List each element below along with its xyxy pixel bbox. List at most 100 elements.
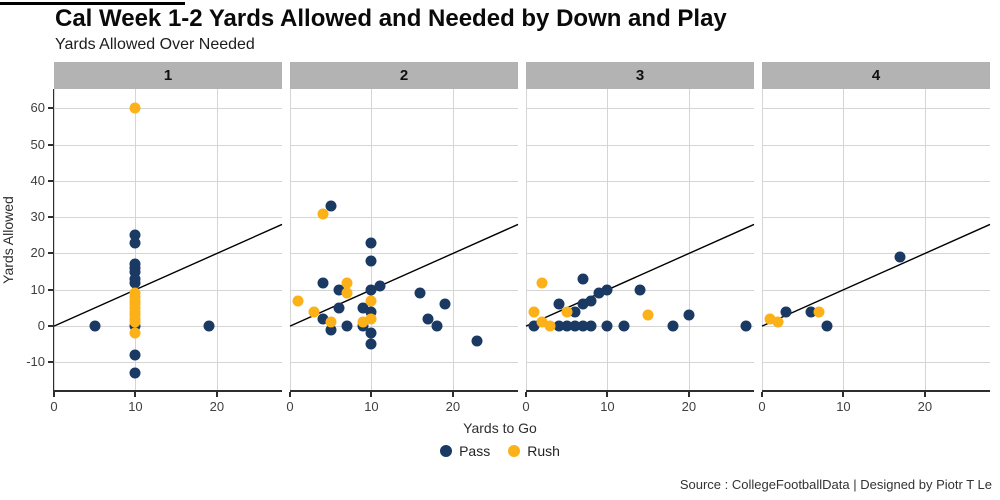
point-pass [593, 287, 605, 299]
facet-strip-label: 4 [871, 67, 881, 84]
point-pass [618, 320, 630, 332]
x-tick-label: 20 [681, 399, 697, 414]
point-pass [414, 287, 426, 299]
point-pass [585, 320, 597, 332]
point-pass [601, 284, 613, 296]
h-gridline [762, 144, 990, 146]
point-pass [129, 229, 141, 241]
y-tick-mark [48, 288, 54, 291]
point-rush [357, 316, 369, 328]
point-pass [431, 320, 443, 332]
facet-strip-label: 2 [399, 67, 409, 84]
h-gridline [526, 108, 754, 110]
h-gridline [54, 108, 282, 110]
x-tick-label: 20 [445, 399, 461, 414]
x-tick-label: 0 [50, 399, 58, 414]
v-gridline [526, 89, 527, 390]
h-gridline [762, 289, 990, 291]
h-gridline [54, 362, 282, 364]
x-tick-mark [451, 392, 454, 397]
legend-item-pass: Pass [440, 443, 490, 459]
point-pass [365, 255, 377, 267]
h-gridline [54, 180, 282, 182]
point-pass [365, 306, 377, 318]
v-gridline [607, 89, 609, 390]
point-rush [642, 309, 654, 321]
point-pass [683, 309, 695, 321]
point-rush [129, 102, 141, 114]
point-pass [357, 302, 369, 314]
point-pass [528, 320, 540, 332]
point-rush [536, 316, 548, 328]
h-gridline [762, 326, 990, 328]
page-subtitle: Yards Allowed Over Needed [55, 36, 255, 53]
point-pass [129, 237, 141, 249]
facet-strip-1: 1 [54, 62, 282, 89]
point-pass [561, 320, 573, 332]
point-pass [422, 313, 434, 325]
point-pass [317, 277, 329, 289]
point-rush [772, 316, 784, 328]
facet-panel-1 [53, 89, 283, 390]
point-pass [780, 306, 792, 318]
h-gridline [762, 362, 990, 364]
x-tick-label: 0 [758, 399, 766, 414]
y-tick-label: 30 [30, 209, 45, 225]
point-pass [577, 273, 589, 285]
x-tick-mark [53, 392, 55, 397]
x-tick-label: 0 [522, 399, 530, 414]
point-pass [894, 251, 906, 263]
h-gridline [290, 144, 518, 146]
point-pass [325, 200, 337, 212]
x-tick-mark [761, 392, 763, 397]
point-pass [577, 298, 589, 310]
point-pass [89, 320, 101, 332]
point-rush [292, 295, 304, 307]
point-rush [129, 327, 141, 339]
y-tick-label: 50 [30, 136, 45, 152]
h-gridline [762, 253, 990, 255]
h-gridline [290, 326, 518, 328]
h-gridline [290, 289, 518, 291]
y-tick-mark [48, 252, 54, 255]
point-rush [341, 287, 353, 299]
legend-swatch-rush-icon [508, 445, 521, 457]
point-pass [333, 302, 345, 314]
facet-strip-2: 2 [290, 62, 518, 89]
legend-label: Pass [459, 443, 491, 459]
y-tick-mark [48, 361, 54, 364]
source-caption: Source : CollegeFootballData | Designed … [679, 477, 992, 492]
h-gridline [54, 289, 282, 291]
h-gridline [526, 326, 754, 328]
point-rush [129, 316, 141, 328]
h-gridline [762, 108, 990, 110]
facet-panel-3 [525, 89, 755, 390]
facet-strip-4: 4 [762, 62, 990, 89]
point-pass [341, 320, 353, 332]
legend: Pass Rush [0, 443, 1000, 459]
x-axis-line [54, 390, 282, 392]
title-accent-bar [0, 2, 185, 5]
facet-panel-2 [289, 89, 519, 390]
h-gridline [526, 253, 754, 255]
x-tick-mark [525, 392, 527, 397]
point-pass [569, 320, 581, 332]
point-pass [634, 284, 646, 296]
point-pass [577, 320, 589, 332]
x-tick-label: 20 [209, 399, 225, 414]
facet-strip-label: 1 [163, 67, 173, 84]
h-gridline [54, 144, 282, 146]
point-rush [365, 313, 377, 325]
point-pass [317, 313, 329, 325]
identity-reference-line [289, 223, 519, 327]
point-pass [365, 327, 377, 339]
page-title: Cal Week 1-2 Yards Allowed and Needed by… [55, 5, 727, 32]
h-gridline [526, 180, 754, 182]
h-gridline [290, 108, 518, 110]
point-rush [365, 295, 377, 307]
y-tick-mark [48, 325, 54, 328]
identity-reference-line [525, 223, 755, 327]
x-tick-label: 0 [286, 399, 294, 414]
h-gridline [290, 180, 518, 182]
point-rush [325, 316, 337, 328]
